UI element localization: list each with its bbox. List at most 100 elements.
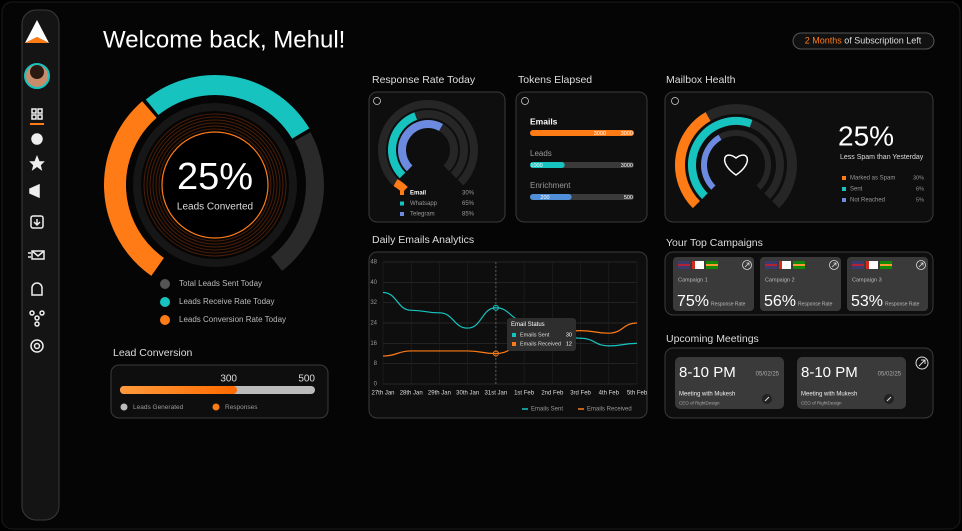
heart-icon: [724, 154, 748, 176]
tooltip-swatch: [512, 333, 516, 337]
y-tick-label: 24: [370, 321, 377, 327]
token-used: 1000: [530, 163, 542, 169]
legend-dot: [160, 297, 170, 307]
gauge-gray: [270, 132, 324, 271]
nav-icon[interactable]: [30, 215, 44, 229]
token-total: 500: [624, 195, 633, 201]
link-glyph: [886, 396, 892, 402]
link-glyph: [764, 396, 770, 402]
legend-dot: [120, 403, 128, 411]
open-arrow: [918, 262, 924, 268]
legend-value: 65%: [462, 201, 475, 207]
section-title: Lead Conversion: [113, 347, 193, 359]
y-tick-label: 8: [374, 361, 378, 367]
series-line: [382, 291, 638, 347]
flag: [692, 261, 704, 269]
flag: [866, 261, 878, 269]
token-label: Leads: [530, 149, 552, 158]
gauge-value: 25%: [177, 156, 253, 198]
meeting-time: 8-10 PM: [679, 364, 736, 381]
legend-square: [400, 212, 404, 216]
x-tick-label: 3rd Feb: [570, 391, 591, 397]
meeting-title: Meeting with Mukesh: [679, 392, 735, 398]
nav-icon[interactable]: [28, 250, 45, 260]
page-title: Welcome back, Mehul!: [103, 26, 345, 53]
campaign-card[interactable]: [760, 257, 841, 311]
tooltip-title: Email Status: [511, 322, 545, 328]
rate-arc-track: [378, 100, 478, 186]
mailbox-caption: Less Spam than Yesterday: [840, 154, 924, 161]
campaign-label: Response Rate: [798, 301, 833, 307]
rate-arc: [398, 120, 443, 172]
subscription-pill: [792, 32, 935, 50]
legend-dot: [212, 403, 220, 411]
token-label: Emails: [530, 116, 558, 126]
flag-stripe: [852, 264, 864, 266]
logo: [25, 20, 49, 43]
x-tick-label: 30th Jan: [456, 391, 479, 397]
campaign-value: 56%: [764, 293, 796, 310]
section-title: Mailbox Health: [666, 74, 736, 86]
flag: [779, 261, 791, 269]
flag-stripe: [779, 261, 782, 269]
nav-icon[interactable]: [31, 133, 43, 145]
x-tick-label: 5th Feb: [627, 391, 648, 397]
legend-value: 5%: [916, 197, 924, 203]
gauge-glow-ring: [143, 113, 287, 257]
open-icon[interactable]: [742, 260, 752, 270]
tooltip-label: Emails Sent: [520, 332, 550, 338]
mailbox-arc: [701, 134, 722, 190]
campaign-card[interactable]: [673, 257, 754, 311]
rate-arc: [388, 112, 418, 179]
tokens-card: [515, 91, 648, 223]
nav-icon[interactable]: [31, 282, 43, 296]
mailbox-value: 25%: [838, 120, 894, 151]
meeting-time: 8-10 PM: [801, 364, 858, 381]
info-icon: [521, 97, 529, 105]
flag-stripe: [706, 264, 718, 266]
flag-stripe: [765, 264, 777, 266]
x-tick-label: 27th Jan: [371, 391, 394, 397]
legend-label: Total Leads Sent Today: [179, 279, 262, 288]
nav-icon[interactable]: [29, 183, 40, 199]
gauge-core: [161, 131, 269, 239]
bar-value: 500: [298, 374, 315, 385]
meeting-card[interactable]: [675, 357, 784, 409]
campaign-name: Campaign 1: [678, 277, 708, 283]
nav-icon[interactable]: [29, 310, 45, 327]
tooltip-value: 30: [566, 332, 572, 338]
legend-label: Whatsapp: [410, 201, 438, 207]
open-icon[interactable]: [916, 260, 926, 270]
y-tick-label: 0: [374, 382, 378, 388]
campaign-name: Campaign 2: [765, 277, 795, 283]
gauge-glow-ring: [158, 128, 272, 242]
meeting-card[interactable]: [797, 357, 906, 409]
nav-icon[interactable]: [29, 154, 45, 171]
open-icon[interactable]: [829, 260, 839, 270]
legend-label: Leads Generated: [133, 404, 184, 411]
gauge-orange: [104, 101, 165, 276]
open-icon[interactable]: [915, 356, 929, 370]
open-arrow: [831, 262, 837, 268]
campaign-card[interactable]: [847, 257, 928, 311]
legend-label: Email: [410, 191, 426, 197]
tooltip: [507, 318, 576, 351]
hover-point: [492, 304, 499, 311]
avatar-hair: [30, 65, 44, 79]
token-used: 3000: [594, 131, 606, 137]
legend-square: [842, 187, 846, 191]
flag-stripe: [793, 264, 805, 266]
campaign-label: Response Rate: [711, 301, 746, 307]
bar-fill: [120, 386, 237, 394]
mailbox-arc: [675, 112, 711, 209]
sidebar: [21, 9, 60, 521]
legend-label: Leads Receive Rate Today: [179, 297, 274, 306]
open-arrow: [918, 359, 926, 367]
token-fill: [530, 130, 634, 136]
y-tick-label: 16: [370, 341, 377, 347]
nav-icon[interactable]: [30, 339, 44, 353]
subscription-part: 2 Months: [805, 36, 843, 46]
nav-icon[interactable]: [31, 108, 43, 120]
legend-label: Not Reached: [850, 198, 885, 204]
